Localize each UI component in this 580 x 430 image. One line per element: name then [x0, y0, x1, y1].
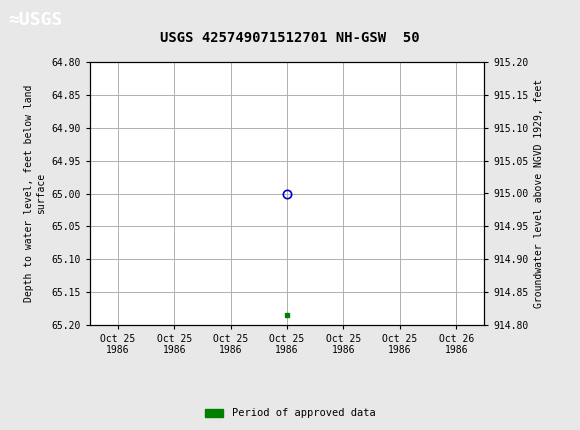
Legend: Period of approved data: Period of approved data — [201, 404, 379, 423]
Y-axis label: Depth to water level, feet below land
surface: Depth to water level, feet below land su… — [24, 85, 46, 302]
Text: USGS 425749071512701 NH-GSW  50: USGS 425749071512701 NH-GSW 50 — [160, 31, 420, 45]
Y-axis label: Groundwater level above NGVD 1929, feet: Groundwater level above NGVD 1929, feet — [534, 79, 544, 308]
Text: ≈USGS: ≈USGS — [9, 12, 63, 29]
